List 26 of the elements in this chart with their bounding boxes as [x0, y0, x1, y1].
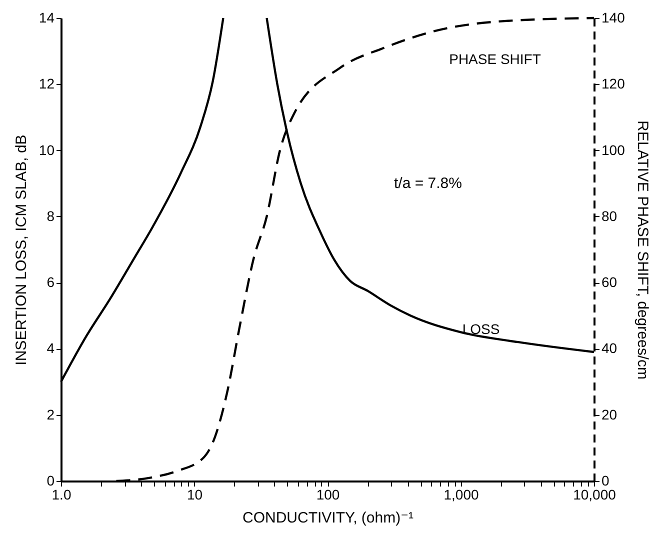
annotation: t/a = 7.8% [394, 175, 462, 192]
y2-tick-label: 140 [602, 10, 626, 26]
y-tick-label: 10 [38, 142, 55, 158]
y2-tick-label: 60 [602, 274, 618, 290]
x-tick-label: 10 [186, 486, 203, 502]
y-tick-label: 12 [38, 76, 55, 92]
y2-tick-label: 100 [602, 142, 626, 158]
y-axis-title: INSERTION LOSS, ICM SLAB, dB [12, 134, 30, 366]
y-tick-label: 6 [46, 274, 55, 290]
y-tick-label: 8 [46, 208, 55, 224]
y2-tick-label: 0 [602, 472, 610, 488]
series-label: PHASE SHIFT [449, 51, 542, 67]
y2-tick-label: 20 [602, 406, 618, 422]
y2-tick-label: 40 [602, 340, 618, 356]
x-axis-title: CONDUCTIVITY, (ohm)⁻¹ [242, 510, 414, 526]
y-tick-label: 4 [46, 340, 55, 356]
x-tick-label: 100 [316, 486, 340, 502]
x-tick-label: 1,000 [444, 486, 479, 502]
y2-tick-label: 120 [602, 76, 626, 92]
y2-axis-title: RELATIVE PHASE SHIFT, degrees/cm [634, 120, 651, 380]
x-tick-label: 1.0 [52, 486, 72, 502]
y-tick-label: 2 [46, 406, 55, 422]
x-tick-label: 10,000 [573, 486, 616, 502]
y-tick-label: 14 [38, 10, 55, 26]
y-tick-label: 0 [46, 472, 55, 488]
y2-tick-label: 80 [602, 208, 618, 224]
